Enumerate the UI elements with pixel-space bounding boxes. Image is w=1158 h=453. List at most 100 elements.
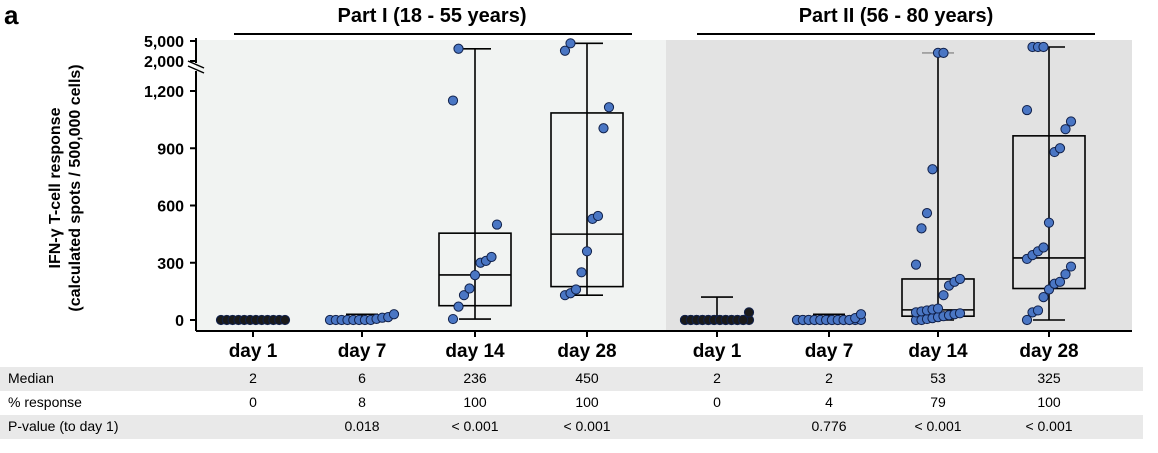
stats-cell: 2 bbox=[249, 370, 257, 386]
y-axis-break-mark bbox=[187, 65, 205, 74]
stats-cell: 100 bbox=[1037, 394, 1061, 410]
y-tick-label: 1,200 bbox=[144, 84, 184, 101]
data-point bbox=[469, 270, 481, 281]
part-2-title: Part II (56 - 80 years) bbox=[799, 5, 994, 27]
data-point bbox=[855, 309, 867, 320]
y-axis: 0 300 600 900 1,200 2,000 5,000 bbox=[144, 34, 205, 331]
category-group bbox=[215, 314, 291, 326]
data-point bbox=[491, 219, 503, 230]
category-group bbox=[679, 296, 755, 326]
part-1-title: Part I (18 - 55 years) bbox=[338, 5, 527, 27]
category-group bbox=[438, 43, 512, 325]
data-point bbox=[1054, 276, 1066, 287]
data-point bbox=[954, 273, 966, 285]
stats-row-label: Median bbox=[8, 370, 54, 386]
stats-cell: 0 bbox=[249, 394, 257, 410]
stats-cell: 53 bbox=[930, 370, 946, 386]
stats-cell: < 0.001 bbox=[563, 418, 611, 434]
y-axis-title: IFN-γ T-cell response (calculated spots … bbox=[47, 64, 84, 311]
data-point bbox=[927, 164, 938, 175]
data-point bbox=[458, 290, 470, 301]
stats-cell: 236 bbox=[463, 370, 487, 386]
data-point bbox=[1060, 124, 1071, 135]
box bbox=[438, 232, 512, 307]
stats-cell: 450 bbox=[575, 370, 599, 386]
stats-cell: 325 bbox=[1037, 370, 1061, 386]
data-point bbox=[388, 309, 400, 320]
data-point bbox=[916, 223, 927, 234]
box bbox=[550, 112, 624, 288]
y-tick-label: 2,000 bbox=[144, 54, 184, 71]
x-axis: day 1 day 7 day 14 day 28 day 1 day 7 day 14 da… bbox=[196, 330, 1132, 362]
data-point bbox=[938, 290, 949, 301]
x-tick-label: day 28 bbox=[1019, 341, 1078, 362]
stats-cell: < 0.001 bbox=[1025, 418, 1073, 434]
stats-cell: 6 bbox=[358, 370, 366, 386]
stats-cell: 100 bbox=[575, 394, 599, 410]
panel-label: a bbox=[4, 0, 19, 30]
part-2-background bbox=[666, 40, 1132, 331]
data-point bbox=[598, 123, 609, 134]
data-point bbox=[565, 38, 576, 49]
data-point bbox=[1038, 41, 1049, 53]
x-tick-label: day 7 bbox=[805, 341, 854, 362]
data-point bbox=[570, 284, 582, 295]
y-tick-label: 0 bbox=[175, 313, 184, 330]
data-point bbox=[1065, 261, 1077, 272]
category-group bbox=[901, 47, 975, 326]
x-tick-label: day 28 bbox=[557, 341, 616, 362]
y-tick-label: 900 bbox=[157, 141, 184, 158]
stats-cell: < 0.001 bbox=[914, 418, 962, 434]
data-point bbox=[938, 47, 949, 58]
stats-cell: 2 bbox=[713, 370, 721, 386]
data-point bbox=[1060, 269, 1071, 280]
stats-cell: 0.018 bbox=[344, 418, 380, 434]
data-point bbox=[453, 301, 464, 312]
data-point bbox=[486, 251, 497, 263]
x-tick-label: day 1 bbox=[229, 341, 278, 362]
box-plot-chart: a Part I (18 - 55 years) Part II (56 - 8… bbox=[4, 0, 1132, 362]
data-point bbox=[1032, 305, 1044, 316]
data-point bbox=[743, 307, 755, 318]
y-axis-break-mark bbox=[187, 60, 205, 69]
data-point bbox=[1038, 292, 1049, 303]
data-point bbox=[603, 102, 615, 113]
x-tick-label: day 7 bbox=[338, 341, 387, 362]
data-point bbox=[921, 208, 933, 219]
data-point bbox=[581, 246, 593, 257]
data-point bbox=[447, 95, 459, 106]
data-point bbox=[1021, 314, 1033, 326]
data-point bbox=[932, 303, 944, 314]
data-point bbox=[464, 283, 475, 294]
category-group bbox=[791, 309, 867, 326]
data-point bbox=[576, 267, 587, 278]
data-point bbox=[453, 43, 464, 54]
data-point bbox=[1021, 104, 1033, 116]
stats-cell: 8 bbox=[358, 394, 366, 410]
y-tick-label: 600 bbox=[157, 199, 184, 216]
chart-marks bbox=[215, 38, 1086, 326]
stats-cell: 4 bbox=[825, 394, 833, 410]
category-group bbox=[324, 309, 400, 326]
data-point bbox=[738, 314, 749, 326]
data-point bbox=[954, 308, 966, 319]
stats-cell: 0.776 bbox=[811, 418, 847, 434]
category-group bbox=[550, 38, 624, 301]
stats-row-label: P-value (to day 1) bbox=[8, 418, 119, 434]
y-axis-title-line-1: IFN-γ T-cell response bbox=[47, 107, 64, 268]
stats-cell: 2 bbox=[825, 370, 833, 386]
data-point bbox=[447, 313, 459, 325]
category-group bbox=[1012, 41, 1086, 326]
x-tick-label: day 1 bbox=[693, 341, 742, 362]
data-point bbox=[1054, 143, 1066, 154]
data-point bbox=[1038, 242, 1049, 253]
x-tick-label: day 14 bbox=[908, 341, 968, 362]
stats-row-p-value: P-value (to day 1) 0.018 < 0.001 < 0.001… bbox=[0, 415, 1143, 439]
data-point bbox=[279, 314, 291, 326]
stats-cell: < 0.001 bbox=[451, 418, 499, 434]
stats-row-response: % response 0 8 100 100 0 4 79 100 bbox=[0, 391, 1143, 415]
data-point bbox=[1065, 116, 1077, 127]
data-point bbox=[592, 210, 604, 222]
y-tick-label: 300 bbox=[157, 256, 184, 273]
data-point bbox=[559, 45, 571, 56]
